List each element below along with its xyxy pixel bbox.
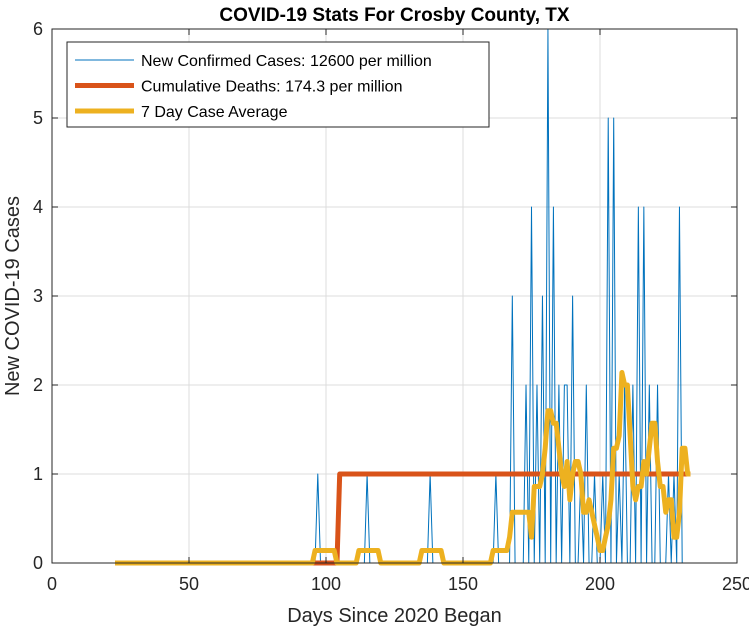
y-tick-label: 6 <box>33 19 43 39</box>
chart-title: COVID-19 Stats For Crosby County, TX <box>219 5 569 26</box>
legend: New Confirmed Cases: 12600 per million Cu… <box>66 41 490 128</box>
legend-box <box>66 41 490 128</box>
x-tick-label: 0 <box>47 574 57 594</box>
x-tick-label: 100 <box>311 574 341 594</box>
x-axis-label: Days Since 2020 Began <box>287 605 502 627</box>
x-tick-label: 250 <box>722 574 749 594</box>
legend-label: New Confirmed Cases: 12600 per million <box>141 53 432 70</box>
y-tick-label: 0 <box>33 553 43 573</box>
y-axis-label: New COVID-19 Cases <box>2 196 24 396</box>
legend-label: Cumulative Deaths: 174.3 per million <box>141 79 402 96</box>
x-tick-label: 200 <box>585 574 615 594</box>
x-tick-label: 50 <box>179 574 199 594</box>
y-tick-label: 5 <box>33 108 43 128</box>
y-tick-label: 1 <box>33 464 43 484</box>
legend-label: 7 Day Case Average <box>141 104 288 121</box>
y-tick-label: 3 <box>33 286 43 306</box>
y-tick-label: 4 <box>33 197 43 217</box>
ticks: 0 50 100 150 200 250 0 1 2 3 4 5 6 <box>33 19 749 594</box>
x-tick-label: 150 <box>448 574 478 594</box>
series-line-2 <box>115 370 691 566</box>
y-tick-label: 2 <box>33 375 43 395</box>
